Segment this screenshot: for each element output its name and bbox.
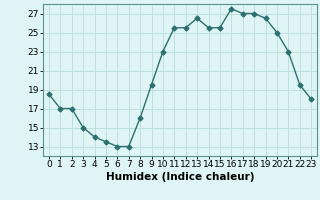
X-axis label: Humidex (Indice chaleur): Humidex (Indice chaleur) xyxy=(106,172,254,182)
